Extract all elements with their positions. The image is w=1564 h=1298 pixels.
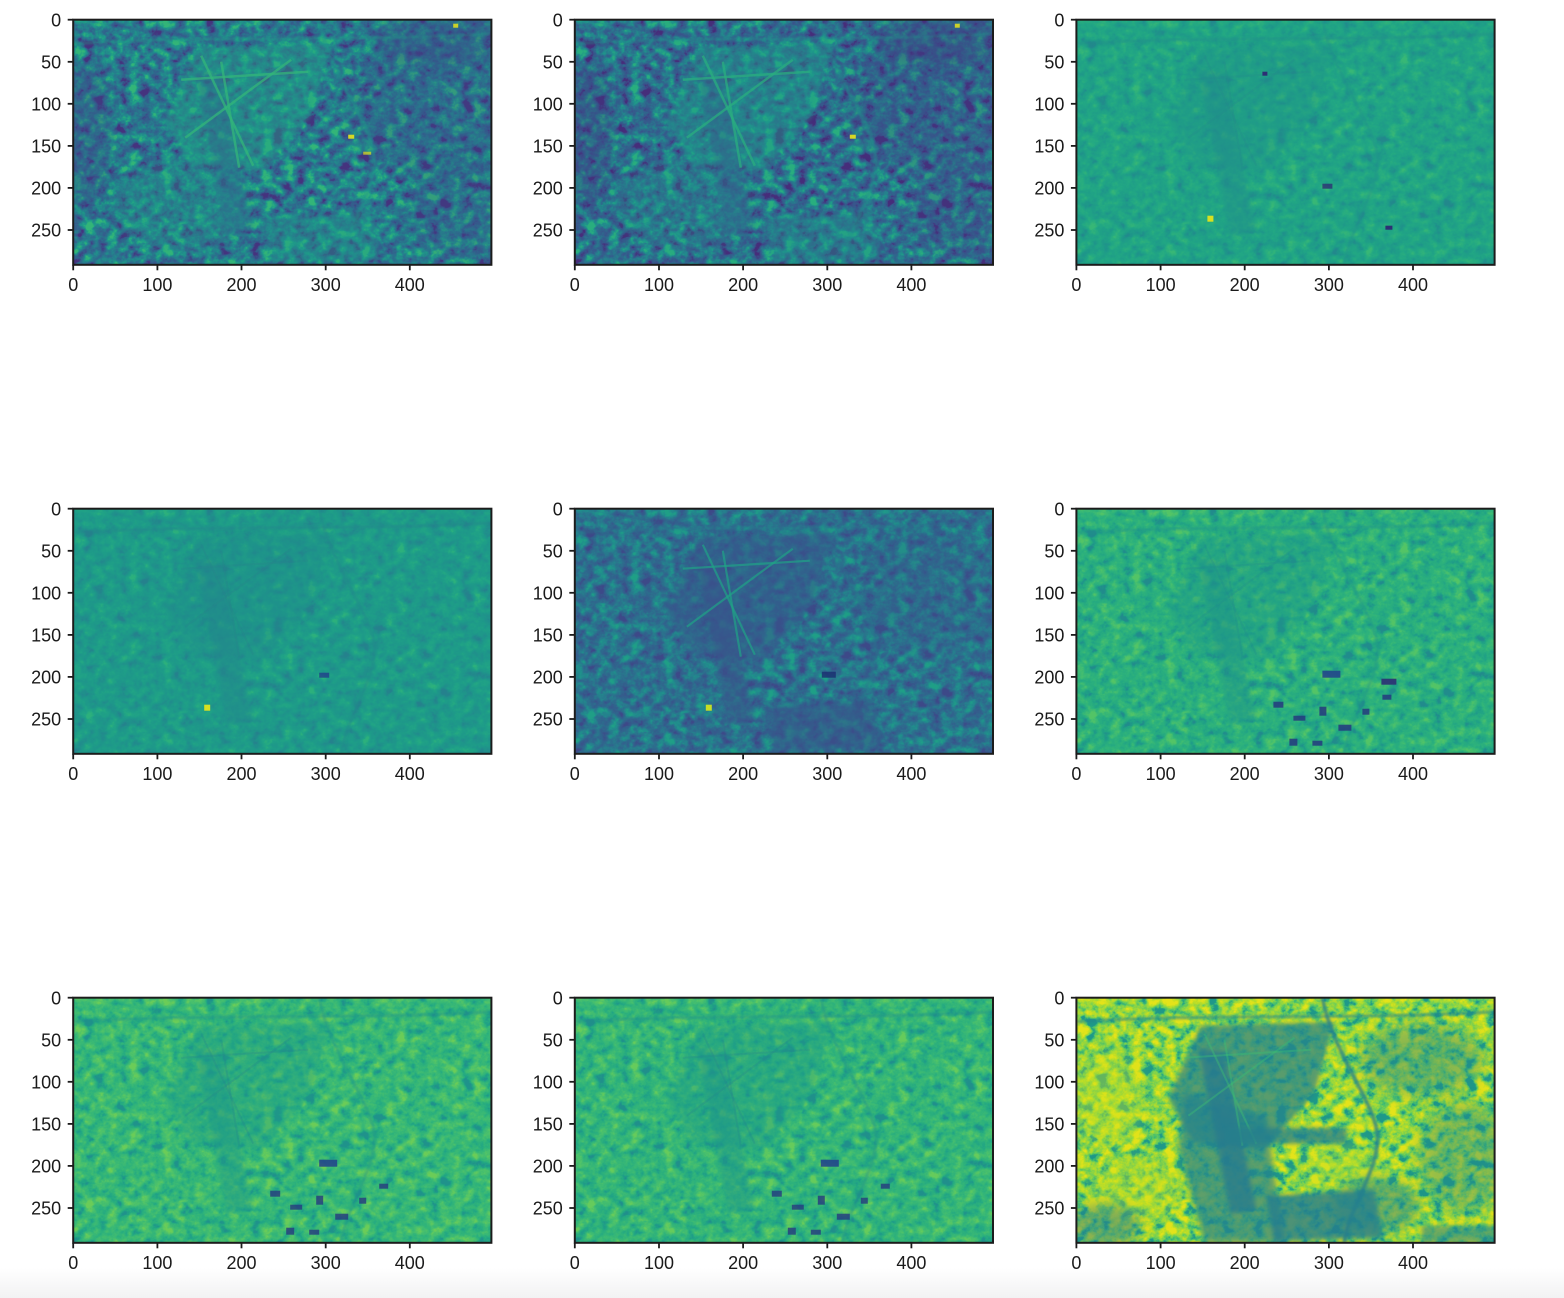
svg-text:150: 150 <box>533 626 563 646</box>
svg-text:400: 400 <box>395 275 425 295</box>
svg-text:100: 100 <box>142 275 172 295</box>
svg-text:300: 300 <box>812 275 842 295</box>
svg-text:300: 300 <box>812 1253 842 1273</box>
svg-text:0: 0 <box>570 764 580 784</box>
svg-text:250: 250 <box>1034 221 1064 241</box>
svg-text:100: 100 <box>644 275 674 295</box>
svg-text:400: 400 <box>1398 764 1428 784</box>
svg-text:0: 0 <box>1071 764 1081 784</box>
svg-text:0: 0 <box>51 10 61 30</box>
svg-text:0: 0 <box>51 499 61 519</box>
svg-text:250: 250 <box>31 221 61 241</box>
svg-text:100: 100 <box>31 1072 61 1092</box>
svg-text:400: 400 <box>1398 275 1428 295</box>
svg-text:200: 200 <box>31 1157 61 1177</box>
svg-text:400: 400 <box>896 275 926 295</box>
svg-text:200: 200 <box>31 179 61 199</box>
svg-text:200: 200 <box>1034 179 1064 199</box>
svg-text:200: 200 <box>728 764 758 784</box>
svg-text:100: 100 <box>533 1072 563 1092</box>
svg-text:300: 300 <box>311 764 341 784</box>
svg-text:150: 150 <box>533 137 563 157</box>
svg-text:100: 100 <box>1146 275 1176 295</box>
svg-text:100: 100 <box>31 94 61 114</box>
svg-text:100: 100 <box>1034 94 1064 114</box>
svg-text:200: 200 <box>728 275 758 295</box>
svg-text:300: 300 <box>1314 1253 1344 1273</box>
svg-text:0: 0 <box>51 988 61 1008</box>
svg-text:200: 200 <box>533 1157 563 1177</box>
svg-text:100: 100 <box>533 583 563 603</box>
svg-text:250: 250 <box>533 1199 563 1219</box>
svg-text:200: 200 <box>1034 668 1064 688</box>
svg-text:0: 0 <box>553 988 563 1008</box>
svg-text:150: 150 <box>1034 137 1064 157</box>
svg-text:100: 100 <box>644 764 674 784</box>
svg-text:50: 50 <box>543 1030 563 1050</box>
svg-text:300: 300 <box>1314 764 1344 784</box>
svg-text:250: 250 <box>1034 1199 1064 1219</box>
svg-text:0: 0 <box>1054 10 1064 30</box>
svg-text:100: 100 <box>142 1253 172 1273</box>
svg-text:200: 200 <box>1034 1157 1064 1177</box>
svg-text:0: 0 <box>553 10 563 30</box>
svg-text:300: 300 <box>812 764 842 784</box>
svg-text:0: 0 <box>1054 499 1064 519</box>
svg-text:50: 50 <box>1044 1030 1064 1050</box>
svg-text:0: 0 <box>68 275 78 295</box>
svg-text:200: 200 <box>728 1253 758 1273</box>
svg-text:400: 400 <box>896 764 926 784</box>
svg-text:0: 0 <box>68 1253 78 1273</box>
svg-text:150: 150 <box>1034 1115 1064 1135</box>
svg-text:250: 250 <box>1034 710 1064 730</box>
svg-text:250: 250 <box>31 710 61 730</box>
svg-text:50: 50 <box>1044 52 1064 72</box>
svg-text:50: 50 <box>41 1030 61 1050</box>
svg-text:400: 400 <box>395 1253 425 1273</box>
svg-text:150: 150 <box>31 137 61 157</box>
svg-text:0: 0 <box>570 275 580 295</box>
svg-text:200: 200 <box>1230 275 1260 295</box>
svg-text:150: 150 <box>31 1115 61 1135</box>
svg-text:300: 300 <box>311 1253 341 1273</box>
svg-text:100: 100 <box>1146 764 1176 784</box>
svg-text:200: 200 <box>1230 1253 1260 1273</box>
svg-text:200: 200 <box>226 275 256 295</box>
svg-text:100: 100 <box>1034 583 1064 603</box>
svg-text:0: 0 <box>1071 1253 1081 1273</box>
svg-text:150: 150 <box>31 626 61 646</box>
svg-text:50: 50 <box>543 52 563 72</box>
svg-text:150: 150 <box>1034 626 1064 646</box>
svg-text:300: 300 <box>311 275 341 295</box>
svg-text:200: 200 <box>1230 764 1260 784</box>
svg-text:50: 50 <box>41 541 61 561</box>
svg-text:50: 50 <box>41 52 61 72</box>
svg-text:100: 100 <box>644 1253 674 1273</box>
svg-text:100: 100 <box>142 764 172 784</box>
svg-text:100: 100 <box>1146 1253 1176 1273</box>
svg-text:150: 150 <box>533 1115 563 1135</box>
svg-text:50: 50 <box>1044 541 1064 561</box>
svg-text:0: 0 <box>68 764 78 784</box>
svg-text:50: 50 <box>543 541 563 561</box>
svg-text:0: 0 <box>553 499 563 519</box>
svg-text:100: 100 <box>533 94 563 114</box>
svg-text:0: 0 <box>570 1253 580 1273</box>
svg-text:200: 200 <box>226 1253 256 1273</box>
svg-text:250: 250 <box>533 710 563 730</box>
svg-text:250: 250 <box>31 1199 61 1219</box>
svg-text:0: 0 <box>1054 988 1064 1008</box>
svg-text:0: 0 <box>1071 275 1081 295</box>
svg-text:300: 300 <box>1314 275 1344 295</box>
svg-text:200: 200 <box>31 668 61 688</box>
svg-text:250: 250 <box>533 221 563 241</box>
svg-text:400: 400 <box>1398 1253 1428 1273</box>
svg-text:200: 200 <box>533 179 563 199</box>
svg-text:400: 400 <box>395 764 425 784</box>
svg-text:100: 100 <box>1034 1072 1064 1092</box>
svg-text:200: 200 <box>226 764 256 784</box>
svg-text:100: 100 <box>31 583 61 603</box>
svg-text:400: 400 <box>896 1253 926 1273</box>
svg-text:200: 200 <box>533 668 563 688</box>
